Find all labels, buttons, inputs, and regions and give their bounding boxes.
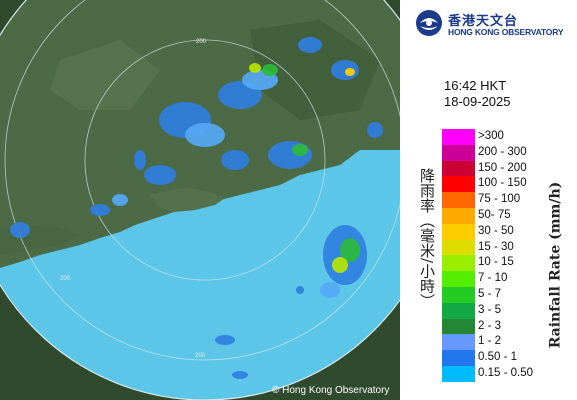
rain-echo	[90, 204, 110, 216]
rain-echo	[332, 257, 348, 273]
legend-swatch	[442, 271, 475, 287]
rainfall-legend: >300 200 - 300 150 - 200 100 - 150 75 - 100 5…	[442, 129, 542, 382]
legend-band-label: 1 - 2	[478, 335, 502, 348]
legend-band-label: 30 - 50	[478, 224, 514, 237]
rain-echo	[345, 68, 355, 76]
legend-band: >300	[442, 129, 542, 145]
copyright-notice: © Hong Kong Observatory	[272, 385, 390, 396]
legend-swatch	[442, 129, 475, 145]
rain-echo	[232, 371, 248, 379]
rain-echo	[331, 60, 359, 80]
legend-band-label: 200 - 300	[478, 145, 527, 158]
legend-band: 2 - 3	[442, 318, 542, 335]
legend-swatch	[442, 223, 475, 240]
legend-band: 5 - 7	[442, 286, 542, 303]
legend-swatch	[442, 255, 475, 272]
logo-name-cn: 香港天文台	[448, 14, 519, 29]
legend-band-label: 0.15 - 0.50	[478, 366, 533, 379]
range-ring-inner	[84, 39, 326, 281]
rain-echo	[298, 37, 322, 53]
hko-logo: 香港天文台 HONG KONG OBSERVATORY	[414, 8, 574, 38]
legend-swatch	[442, 286, 475, 303]
rain-echo	[215, 335, 235, 345]
rain-echo	[185, 123, 225, 147]
legend-band-label: 7 - 10	[478, 272, 508, 285]
info-panel: 香港天文台 HONG KONG OBSERVATORY 16:42 HKT 18…	[400, 0, 577, 400]
legend-band-label: 75 - 100	[478, 193, 521, 206]
legend-swatch	[442, 350, 475, 366]
legend-band: 7 - 10	[442, 271, 542, 287]
hong-kong-land	[150, 188, 225, 212]
legend-title-cn: 降雨率（毫米/小時）	[418, 168, 436, 309]
legend-band: 0.50 - 1	[442, 350, 542, 366]
legend-swatch	[442, 160, 475, 177]
rain-echo	[112, 194, 128, 206]
legend-swatch	[442, 365, 475, 382]
radar-map-svg: 200 200 200	[0, 0, 400, 400]
rain-echo	[367, 122, 383, 138]
radar-range-disc	[0, 0, 400, 400]
terrain-patch	[50, 40, 160, 110]
legend-swatch	[442, 302, 475, 319]
legend-band: 75 - 100	[442, 192, 542, 208]
range-ring-label: 200	[195, 353, 206, 359]
legend-band-label: 50- 75	[478, 208, 511, 221]
radar-map: 200 200 200	[0, 0, 400, 400]
rain-echo	[134, 150, 146, 170]
legend-band-label: >300	[478, 130, 504, 142]
legend-swatch	[442, 192, 475, 208]
legend-swatch	[442, 207, 475, 224]
legend-band-label: 0.50 - 1	[478, 351, 517, 364]
rain-echo	[144, 165, 176, 185]
legend-swatch	[442, 334, 475, 351]
rain-echo	[296, 286, 304, 294]
legend-band-label: 150 - 200	[478, 161, 527, 174]
range-ring-outer	[4, 0, 400, 361]
legend-band: 10 - 15	[442, 255, 542, 272]
legend-swatch	[442, 318, 475, 335]
legend-band-label: 10 - 15	[478, 256, 514, 269]
legend-band: 100 - 150	[442, 176, 542, 193]
legend-band: 50- 75	[442, 207, 542, 224]
legend-band: 3 - 5	[442, 302, 542, 319]
legend-band-label: 100 - 150	[478, 177, 527, 190]
range-ring-label: 200	[196, 39, 207, 45]
observation-time: 16:42 HKT	[444, 78, 507, 93]
legend-band: 200 - 300	[442, 144, 542, 161]
legend-swatch	[442, 239, 475, 256]
legend-band: 30 - 50	[442, 223, 542, 240]
legend-title-en-wrap: Rainfall Rate (mm/h)	[544, 160, 566, 370]
rain-echo	[268, 141, 312, 169]
observation-date: 18-09-2025	[444, 94, 511, 109]
legend-band-label: 5 - 7	[478, 287, 502, 300]
rain-echoes	[10, 37, 383, 379]
terrain-patch	[250, 20, 380, 120]
legend-band: 150 - 200	[442, 160, 542, 177]
hko-emblem-icon	[416, 10, 442, 36]
logo-name-en: HONG KONG OBSERVATORY	[448, 27, 564, 37]
legend-band: 15 - 30	[442, 239, 542, 256]
rain-echo	[320, 282, 340, 298]
legend-swatch	[442, 176, 475, 193]
rain-echo	[249, 63, 261, 73]
legend-band-label: 15 - 30	[478, 240, 514, 253]
legend-band: 1 - 2	[442, 334, 542, 351]
rain-echo	[221, 150, 249, 170]
rain-echo	[10, 222, 30, 238]
rain-echo	[262, 64, 278, 76]
legend-title-en: Rainfall Rate (mm/h)	[547, 181, 564, 349]
legend-swatch	[442, 144, 475, 161]
rain-echo	[340, 238, 360, 262]
legend-band-label: 2 - 3	[478, 319, 502, 332]
range-ring-label: 200	[60, 276, 71, 282]
legend-band-label: 3 - 5	[478, 303, 502, 316]
legend-band: 0.15 - 0.50	[442, 365, 542, 382]
rain-echo	[292, 144, 308, 156]
